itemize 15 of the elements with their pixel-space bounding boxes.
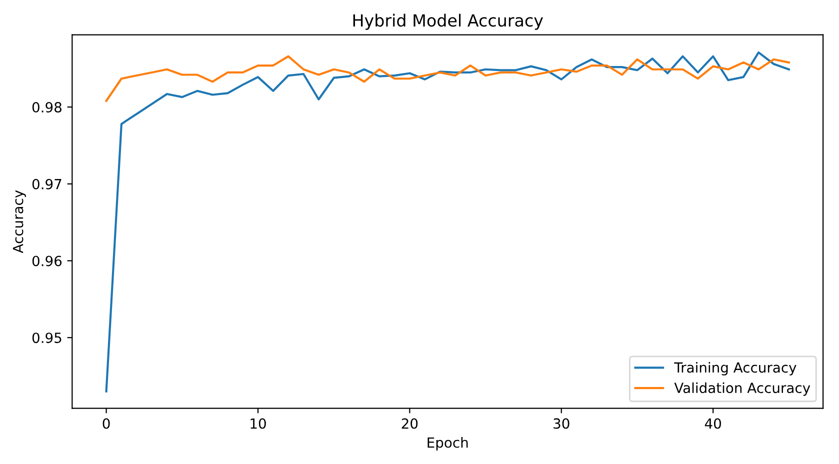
- legend-label: Validation Accuracy: [674, 382, 810, 396]
- chart-title: Hybrid Model Accuracy: [353, 14, 543, 30]
- x-axis-title: Epoch: [428, 437, 468, 450]
- y-tick-label: 0.95: [32, 332, 62, 344]
- y-tick-label: 0.96: [32, 256, 62, 266]
- x-tick-label: 30: [554, 418, 570, 429]
- x-tick-label: 40: [704, 418, 721, 429]
- line-series: [105, 55, 790, 102]
- y-tick-label: 0.98: [32, 102, 62, 113]
- y-axis-title: Accuracy: [12, 190, 26, 254]
- x-tick-label: 10: [250, 418, 266, 429]
- y-tick-label: 0.97: [32, 178, 62, 190]
- legend-label: Training Accuracy: [674, 362, 796, 376]
- x-tick-label: 20: [402, 418, 418, 429]
- x-tick-label: 0: [102, 418, 110, 429]
